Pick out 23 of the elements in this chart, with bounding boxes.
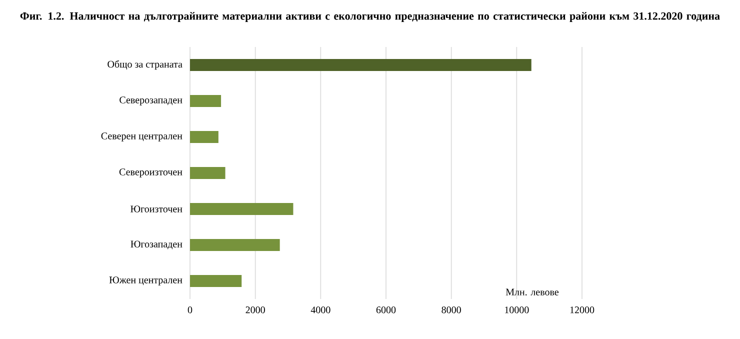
bar — [190, 202, 294, 215]
bar — [190, 274, 242, 287]
x-axis-title: Млн. левове — [506, 288, 559, 296]
bar — [190, 130, 218, 143]
y-tick-label: Югозападен — [130, 240, 182, 250]
y-tick-label: Северен централен — [101, 132, 182, 142]
y-tick-label: Югоизточен — [130, 206, 182, 212]
x-tick-label: 8000 — [442, 306, 461, 314]
x-tick-label: 0 — [188, 306, 192, 314]
x-tick-label: 4000 — [310, 306, 330, 314]
bar — [190, 238, 280, 251]
y-tick-label: Южен централен — [109, 276, 182, 286]
bar — [190, 166, 226, 179]
bar — [190, 59, 532, 71]
chart-title: Фиг. 1.2. Наличност на дълготрайните материални активи с екологично предназначение по статистически райони към 31.12.2020 година — [20, 12, 720, 22]
y-tick-label: Североизточен — [119, 168, 182, 178]
x-tick-label: 12000 — [570, 306, 594, 314]
x-tick-label: 10000 — [505, 306, 529, 314]
y-tick-label: Северозападен — [120, 96, 182, 106]
y-tick-label: Общо за страната — [108, 60, 182, 70]
bar — [190, 95, 222, 107]
x-tick-label: 6000 — [376, 306, 396, 314]
x-tick-label: 2000 — [246, 306, 265, 314]
